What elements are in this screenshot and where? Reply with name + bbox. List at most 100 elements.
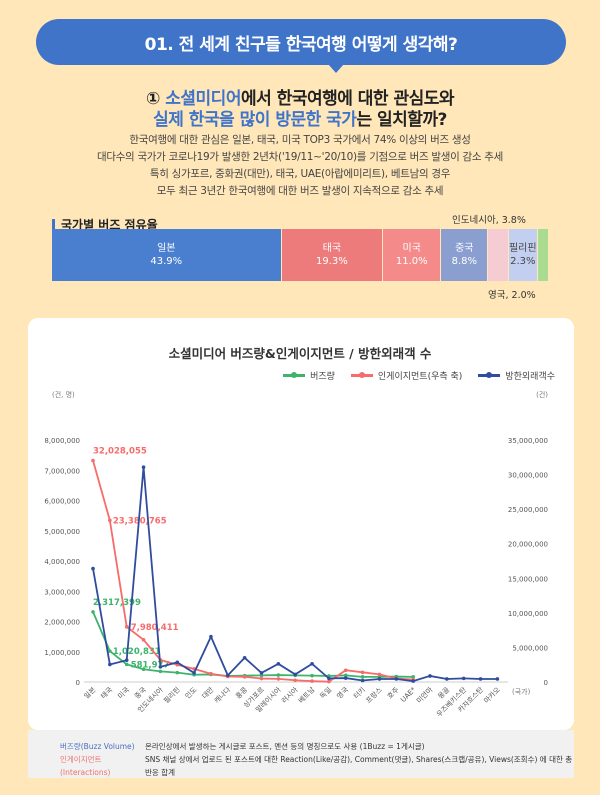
subtitle-number: ① (145, 89, 160, 109)
data-point (141, 638, 146, 642)
y-tick-right: 20,000,000 (508, 541, 548, 549)
data-label: 2,317,399 (93, 598, 141, 608)
data-point (124, 662, 129, 667)
data-point (141, 465, 146, 470)
x-tick-label: 영국 (335, 685, 351, 701)
series-line (92, 460, 414, 683)
x-axis-label: (국가) (512, 687, 531, 696)
data-point (209, 634, 213, 639)
data-point (327, 676, 331, 681)
share-title: 국가별 버즈 점유율 (52, 219, 158, 231)
share-segment (488, 229, 508, 281)
segment-pct: 43.9% (150, 256, 183, 267)
y-tick-left: 8,000,000 (44, 437, 80, 445)
y-tick-left: 2,000,000 (44, 619, 80, 627)
data-point (411, 679, 415, 683)
data-point (428, 674, 432, 678)
x-tick-label: UAE* (399, 685, 418, 704)
data-point (276, 662, 281, 666)
share-segment: 일본 43.9% (52, 229, 281, 281)
share-segment: 태국 19.3% (281, 229, 383, 281)
data-point (124, 625, 129, 629)
data-point (343, 676, 348, 680)
x-tick-label: 프랑스 (365, 685, 385, 705)
subtitle-text-2: 는 일치할까? (356, 110, 447, 130)
y-tick-left: 6,000,000 (44, 498, 80, 506)
share-segment: 필리핀 2.3% (508, 229, 537, 281)
data-point (360, 670, 365, 675)
data-label: 32,028,055 (93, 447, 147, 457)
segment-country: 필리핀 (508, 243, 537, 254)
y-tick-right: 25,000,000 (508, 506, 548, 514)
legend-line-icon (283, 372, 306, 378)
segment-pct: 8.8% (451, 256, 477, 267)
subtitle-highlight-1: 소셜미디어 (165, 89, 241, 109)
y-tick-right: 35,000,000 (508, 437, 548, 445)
y-tick-left: 1,000,000 (44, 649, 80, 657)
data-point (175, 660, 180, 665)
x-tick-label: 마카오 (482, 685, 502, 705)
data-point (108, 649, 112, 653)
data-point (158, 669, 163, 674)
y-tick-left: 5,000,000 (44, 528, 80, 536)
glossary-definition: 온라인상에서 발생하는 게시글로 포스트, 멘션 등의 명칭으로도 사용 (1B… (145, 742, 425, 751)
data-point (242, 656, 247, 660)
data-point (310, 673, 314, 678)
y-tick-right: 5,000,000 (512, 644, 548, 652)
segment-pct: 19.3% (315, 256, 348, 267)
data-point (276, 677, 281, 681)
data-point (377, 672, 382, 677)
data-point (91, 610, 95, 614)
data-point (293, 678, 298, 683)
callout-uk: 영국, 2.0% (488, 290, 536, 301)
data-point (377, 677, 382, 681)
y-tick-right: 10,000,000 (508, 610, 548, 618)
legend-buzz: 버즈량 (283, 369, 335, 382)
x-tick-label: 독일 (318, 685, 333, 700)
y-tick-left: 4,000,000 (44, 558, 80, 566)
x-tick-label: 베트남 (296, 685, 316, 705)
data-point (175, 670, 180, 675)
segment-country: 미국 (402, 243, 421, 254)
data-point (226, 673, 230, 678)
glossary-definition: SNS 채널 상에서 업로드 된 포스트에 대한 Reaction(Like/공… (145, 755, 573, 777)
description-line: 모두 최근 3년간 한국여행에 대한 버즈 발생이 지속적으로 감소 추세 (156, 185, 444, 197)
data-point (108, 518, 112, 523)
x-tick-label: 미국 (116, 685, 132, 701)
x-tick-label: 미얀마 (414, 685, 434, 705)
legend-line-icon (478, 372, 501, 378)
data-point (124, 658, 129, 663)
chart-legend: 버즈량 인게이지먼트(우측 축) 방한외래객수 (283, 369, 555, 382)
subtitle-line-1: ① 소셜미디어에서 한국여행에 대한 관심도와 (0, 84, 600, 109)
data-point (209, 671, 213, 676)
legend-label: 방한외래객수 (505, 372, 555, 382)
data-point (310, 679, 314, 683)
legend-label: 인게이지먼트(우측 축) (377, 372, 463, 382)
segment-pct: 11.0% (395, 256, 428, 267)
description-line: 특히 싱가포르, 중화권(대만), 태국, UAE(아랍에미리트), 베트남의 … (149, 168, 451, 180)
glossary-term: 인게이지먼트(Interactions) (60, 755, 111, 777)
share-segment: 중국 8.8% (441, 229, 488, 281)
y-axis-label-right: (건) (536, 390, 548, 399)
data-point (360, 675, 365, 679)
x-tick-label: 러시아 (280, 685, 300, 705)
data-point (343, 673, 348, 678)
data-point (242, 675, 247, 679)
callout-indonesia: 인도네시아, 3.8% (452, 215, 526, 226)
legend-label: 버즈량 (310, 372, 335, 382)
data-point (91, 566, 95, 571)
description-line: 대다수의 국가가 코로나19가 발생한 2년차('19/11~'20/10)를 … (96, 151, 504, 163)
data-point (259, 676, 264, 681)
y-tick-right: 30,000,000 (508, 472, 548, 480)
y-tick-right: 15,000,000 (508, 575, 548, 583)
x-tick-label: 일본 (82, 685, 98, 701)
data-point (293, 672, 298, 677)
x-tick-label: 캐나다 (212, 685, 232, 705)
subtitle-line-2: 실제 한국을 많이 방문한 국가는 일치할까? (0, 105, 600, 130)
share-segment (537, 229, 549, 281)
data-point (276, 673, 281, 677)
description: 한국여행에 대한 관심은 일본, 태국, 미국 TOP3 국가에서 74% 이상… (0, 132, 600, 200)
data-label: 7,980,411 (131, 623, 179, 633)
data-label: 1,020,831 (113, 647, 161, 657)
